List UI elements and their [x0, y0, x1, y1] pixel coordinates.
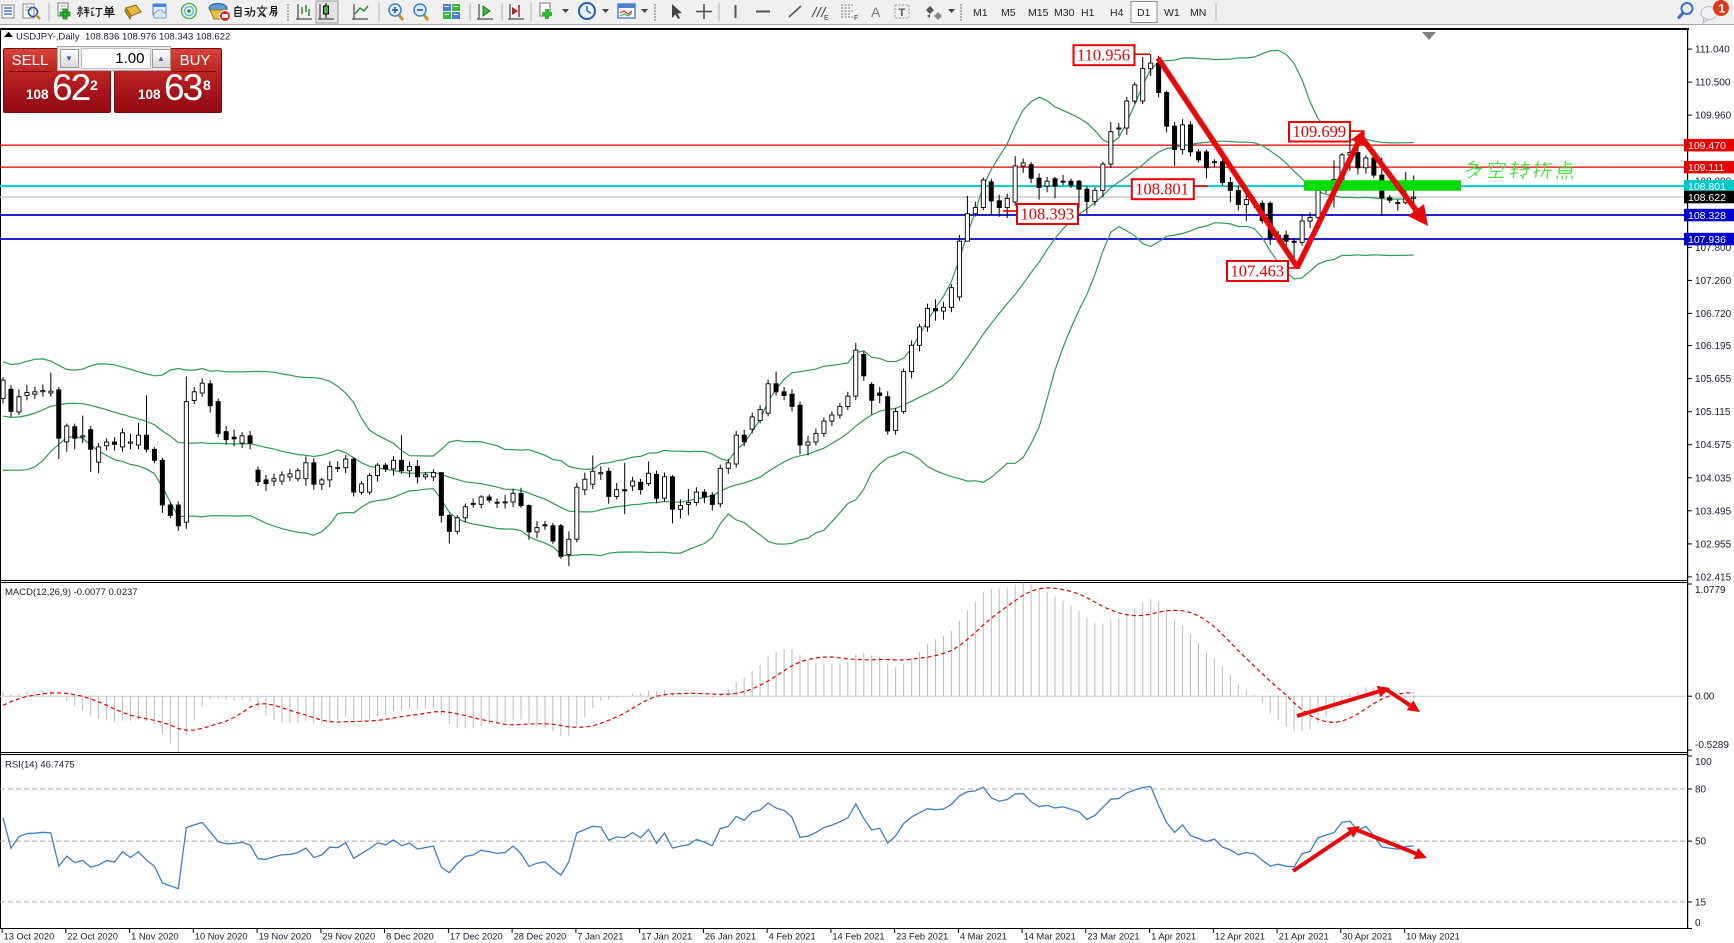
svg-text:22 Oct 2020: 22 Oct 2020 [67, 932, 118, 942]
svg-text:10 May 2021: 10 May 2021 [1406, 932, 1460, 942]
svg-text:E: E [824, 15, 829, 22]
svg-text:1.0779: 1.0779 [1695, 585, 1726, 596]
svg-text:105.115: 105.115 [1695, 407, 1731, 418]
svg-text:M15: M15 [1028, 7, 1049, 19]
svg-text:1 Apr 2021: 1 Apr 2021 [1151, 932, 1196, 942]
svg-text:29 Nov 2020: 29 Nov 2020 [322, 932, 375, 942]
svg-text:111.040: 111.040 [1695, 45, 1730, 56]
svg-text:USDJPY-,Daily: USDJPY-,Daily [16, 32, 80, 43]
svg-text:H1: H1 [1081, 7, 1095, 19]
svg-text:103.495: 103.495 [1695, 506, 1732, 517]
svg-text:13 Oct 2020: 13 Oct 2020 [4, 932, 55, 942]
svg-text:102.955: 102.955 [1695, 539, 1732, 550]
svg-text:23 Mar 2021: 23 Mar 2021 [1087, 932, 1139, 942]
svg-text:21 Apr 2021: 21 Apr 2021 [1279, 932, 1329, 942]
svg-text:106.720: 106.720 [1695, 309, 1732, 320]
svg-text:107.936: 107.936 [1688, 234, 1726, 246]
svg-text:110.956: 110.956 [1077, 46, 1130, 65]
svg-text:4 Feb 2021: 4 Feb 2021 [769, 932, 816, 942]
svg-text:M30: M30 [1054, 7, 1075, 19]
svg-text:4 Mar 2021: 4 Mar 2021 [960, 932, 1007, 942]
svg-text:W1: W1 [1164, 7, 1180, 19]
svg-text:17 Jan 2021: 17 Jan 2021 [641, 932, 692, 942]
svg-text:110.500: 110.500 [1695, 78, 1731, 89]
svg-text:104.575: 104.575 [1695, 440, 1732, 451]
svg-text:108.801: 108.801 [1688, 181, 1726, 193]
svg-text:108.328: 108.328 [1688, 210, 1726, 222]
svg-text:109.470: 109.470 [1688, 140, 1726, 152]
svg-text:50: 50 [1695, 837, 1707, 848]
svg-text:26 Jan 2021: 26 Jan 2021 [705, 932, 756, 942]
svg-text:0: 0 [1695, 918, 1701, 929]
svg-text:D1: D1 [1137, 7, 1151, 19]
svg-text:108.801: 108.801 [1135, 180, 1189, 199]
svg-text:108.836 108.976 108.343 108.62: 108.836 108.976 108.343 108.622 [85, 32, 230, 43]
svg-text:28 Dec 2020: 28 Dec 2020 [514, 932, 567, 942]
svg-text:106.195: 106.195 [1695, 341, 1732, 352]
svg-text:12 Apr 2021: 12 Apr 2021 [1215, 932, 1265, 942]
svg-text:80: 80 [1695, 785, 1707, 796]
svg-text:19 Nov 2020: 19 Nov 2020 [259, 932, 312, 942]
svg-text:107.463: 107.463 [1231, 262, 1285, 281]
svg-text:15: 15 [1695, 897, 1707, 908]
svg-text:14 Mar 2021: 14 Mar 2021 [1024, 932, 1076, 942]
svg-text:MACD(12,26,9) -0.0077 0.0237: MACD(12,26,9) -0.0077 0.0237 [5, 587, 138, 598]
svg-text:-0.5289: -0.5289 [1695, 740, 1729, 751]
svg-text:17 Dec 2020: 17 Dec 2020 [450, 932, 503, 942]
svg-text:107.800: 107.800 [1695, 243, 1732, 254]
svg-text:102.415: 102.415 [1695, 572, 1732, 583]
svg-text:10 Nov 2020: 10 Nov 2020 [195, 932, 248, 942]
svg-text:109.699: 109.699 [1293, 122, 1347, 141]
svg-text:8 Dec 2020: 8 Dec 2020 [386, 932, 434, 942]
svg-text:108.393: 108.393 [1021, 205, 1075, 224]
svg-text:M1: M1 [973, 7, 988, 19]
svg-text:1 Nov 2020: 1 Nov 2020 [131, 932, 179, 942]
svg-text:109.111: 109.111 [1688, 162, 1725, 174]
svg-text:1: 1 [1719, 2, 1726, 16]
svg-text:107.260: 107.260 [1695, 276, 1732, 287]
svg-text:RSI(14) 46.7475: RSI(14) 46.7475 [5, 760, 75, 771]
svg-text:M5: M5 [1001, 7, 1016, 19]
svg-text:MN: MN [1190, 7, 1206, 19]
svg-text:23 Feb 2021: 23 Feb 2021 [896, 932, 948, 942]
svg-text:F: F [854, 15, 858, 22]
svg-text:A: A [871, 4, 881, 20]
svg-text:108.622: 108.622 [1688, 192, 1726, 204]
svg-text:7 Jan 2021: 7 Jan 2021 [577, 932, 623, 942]
svg-text:T: T [899, 7, 906, 19]
svg-text:0.00: 0.00 [1695, 692, 1715, 703]
svg-text:100: 100 [1695, 757, 1712, 768]
svg-text:H4: H4 [1110, 7, 1124, 19]
svg-text:30 Apr 2021: 30 Apr 2021 [1342, 932, 1392, 942]
svg-text:104.035: 104.035 [1695, 473, 1732, 484]
svg-text:105.655: 105.655 [1695, 374, 1732, 385]
svg-text:109.960: 109.960 [1695, 111, 1732, 122]
svg-text:14 Feb 2021: 14 Feb 2021 [832, 932, 884, 942]
